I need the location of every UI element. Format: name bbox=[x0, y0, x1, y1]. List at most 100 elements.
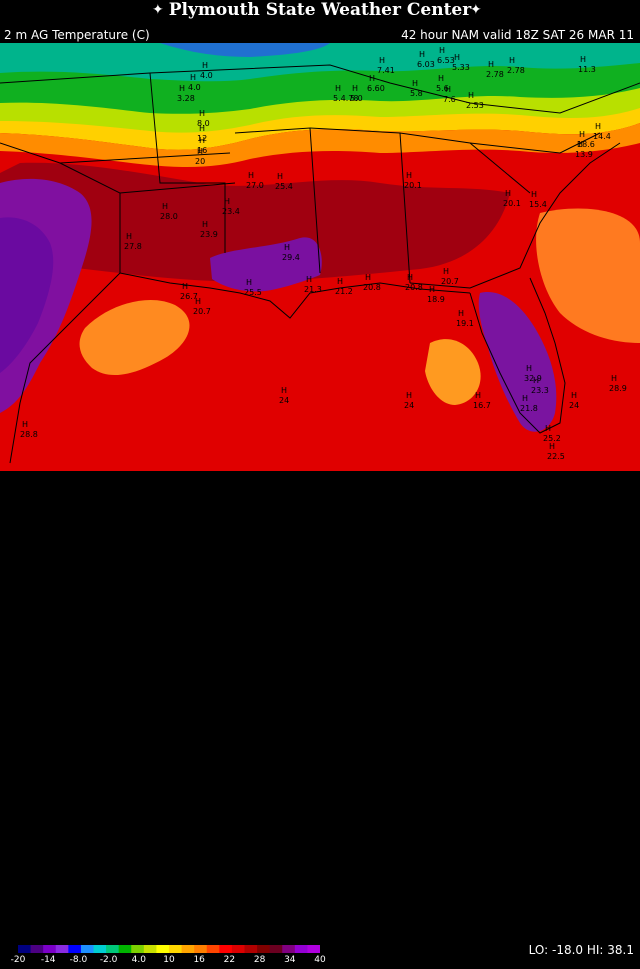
station-plot: H24 bbox=[279, 386, 289, 405]
station-marker: H bbox=[379, 56, 385, 65]
station-value: 21.8 bbox=[520, 404, 538, 413]
station-plot: H21.3 bbox=[304, 275, 322, 294]
station-value: 24 bbox=[404, 401, 414, 410]
station-marker: H bbox=[162, 202, 168, 211]
station-plot: H5.0 bbox=[350, 84, 363, 103]
station-marker: H bbox=[445, 85, 451, 94]
station-marker: H bbox=[571, 391, 577, 400]
station-marker: H bbox=[438, 74, 444, 83]
station-marker: H bbox=[284, 243, 290, 252]
color-scale-tick-label: 16 bbox=[193, 955, 205, 965]
color-scale-ticks: -20 -14 -8.0 -2.0 4.0 10 16 22 28 34 40 bbox=[0, 955, 340, 969]
station-plot: H2.78 bbox=[486, 60, 504, 79]
station-plot: H27.8 bbox=[124, 232, 142, 251]
page-title: Plymouth State Weather Center bbox=[168, 0, 472, 20]
color-scale-swatch bbox=[181, 945, 195, 953]
station-plot: H23.3 bbox=[531, 376, 549, 395]
temperature-band-purple-fl bbox=[478, 292, 557, 432]
station-value: 32.9 bbox=[524, 374, 542, 383]
station-value: 6.53 bbox=[437, 56, 455, 65]
station-plot: H19.1 bbox=[456, 309, 474, 328]
color-scale-swatch bbox=[257, 945, 271, 953]
station-marker: H bbox=[443, 267, 449, 276]
station-marker: H bbox=[190, 73, 196, 82]
station-marker: H bbox=[281, 386, 287, 395]
station-plot: H25.2 bbox=[543, 424, 561, 443]
station-marker: H bbox=[202, 220, 208, 229]
station-marker: H bbox=[197, 147, 203, 156]
station-marker: H bbox=[580, 55, 586, 64]
station-value: 15.4 bbox=[529, 200, 547, 209]
station-plot: H18.6 bbox=[577, 130, 595, 149]
color-scale-swatch bbox=[55, 945, 69, 953]
station-plot: H28.8 bbox=[20, 420, 38, 439]
station-marker: H bbox=[488, 60, 494, 69]
station-value: 27.8 bbox=[124, 242, 142, 251]
station-plot: H6.53 bbox=[437, 46, 455, 65]
station-marker: H bbox=[246, 278, 252, 287]
station-marker: H bbox=[505, 189, 511, 198]
station-plot: H15.4 bbox=[529, 190, 547, 209]
station-marker: H bbox=[335, 84, 341, 93]
station-marker: H bbox=[579, 130, 585, 139]
station-value: 18.6 bbox=[577, 140, 595, 149]
temperature-band-orange-atl bbox=[536, 208, 640, 343]
station-value: 6.03 bbox=[417, 60, 435, 69]
station-plot: H4.0 bbox=[200, 61, 213, 80]
station-value: 26.7 bbox=[180, 292, 198, 301]
temperature-band-orange bbox=[0, 123, 640, 167]
station-value: 20.8 bbox=[405, 283, 423, 292]
color-scale-swatch bbox=[131, 945, 145, 953]
station-plot: H20.8 bbox=[405, 273, 423, 292]
station-plot: H21.8 bbox=[520, 394, 538, 413]
station-marker: H bbox=[475, 391, 481, 400]
station-value: 6.60 bbox=[367, 84, 385, 93]
station-value: 20.1 bbox=[404, 181, 422, 190]
color-scale-tick-label: -2.0 bbox=[99, 955, 118, 965]
station-value: 2.53 bbox=[466, 101, 484, 110]
swan-logo-icon: ✦ bbox=[152, 2, 164, 18]
station-marker: H bbox=[406, 171, 412, 180]
station-value: 20 bbox=[195, 157, 205, 166]
station-plot: H6.03 bbox=[417, 50, 435, 69]
station-plot: H28.0 bbox=[160, 202, 178, 221]
color-scale-swatch bbox=[118, 945, 132, 953]
station-value: 12 bbox=[197, 134, 207, 143]
station-plot: H20.1 bbox=[503, 189, 521, 208]
color-scale-swatch bbox=[206, 945, 220, 953]
station-plot: H5.4.78 bbox=[333, 84, 358, 103]
station-value: 5.4.78 bbox=[333, 94, 358, 103]
station-marker: H bbox=[439, 46, 445, 55]
station-plot: H12 bbox=[197, 124, 207, 143]
legend-bar: -20 -14 -8.0 -2.0 4.0 10 16 22 28 34 40 LO: -18.0 … bbox=[0, 471, 640, 965]
station-marker: H bbox=[595, 122, 601, 131]
station-marker: H bbox=[458, 309, 464, 318]
color-scale-tick-label: 40 bbox=[314, 955, 326, 965]
color-scale-tick-label: 34 bbox=[284, 955, 296, 965]
color-scale-swatch bbox=[169, 945, 183, 953]
station-plot: H7.6 bbox=[443, 85, 456, 104]
station-value: 18.9 bbox=[427, 295, 445, 304]
station-plot: H2.53 bbox=[466, 91, 484, 110]
station-marker: H bbox=[526, 364, 532, 373]
station-marker: H bbox=[22, 420, 28, 429]
header-bar: ✦ Plymouth State Weather Center ✦ bbox=[0, 0, 640, 24]
station-value: 25.2 bbox=[543, 434, 561, 443]
temperature-band-orange-fl bbox=[425, 339, 481, 405]
station-value: 14.4 bbox=[593, 132, 611, 141]
station-marker: H bbox=[545, 424, 551, 433]
color-scale-swatch bbox=[219, 945, 233, 953]
station-plot: H24 bbox=[569, 391, 579, 410]
temperature-band-teal bbox=[0, 43, 640, 82]
station-marker: H bbox=[611, 374, 617, 383]
station-value: 23.4 bbox=[222, 207, 240, 216]
station-marker: H bbox=[531, 190, 537, 199]
station-marker: H bbox=[277, 172, 283, 181]
color-scale-bar bbox=[18, 945, 320, 953]
color-scale-swatch bbox=[282, 945, 296, 953]
color-scale-swatch bbox=[18, 945, 32, 953]
station-plot: H11.3 bbox=[578, 55, 596, 74]
station-value: 29.4 bbox=[282, 253, 300, 262]
station-plot: H25.5 bbox=[244, 278, 262, 297]
